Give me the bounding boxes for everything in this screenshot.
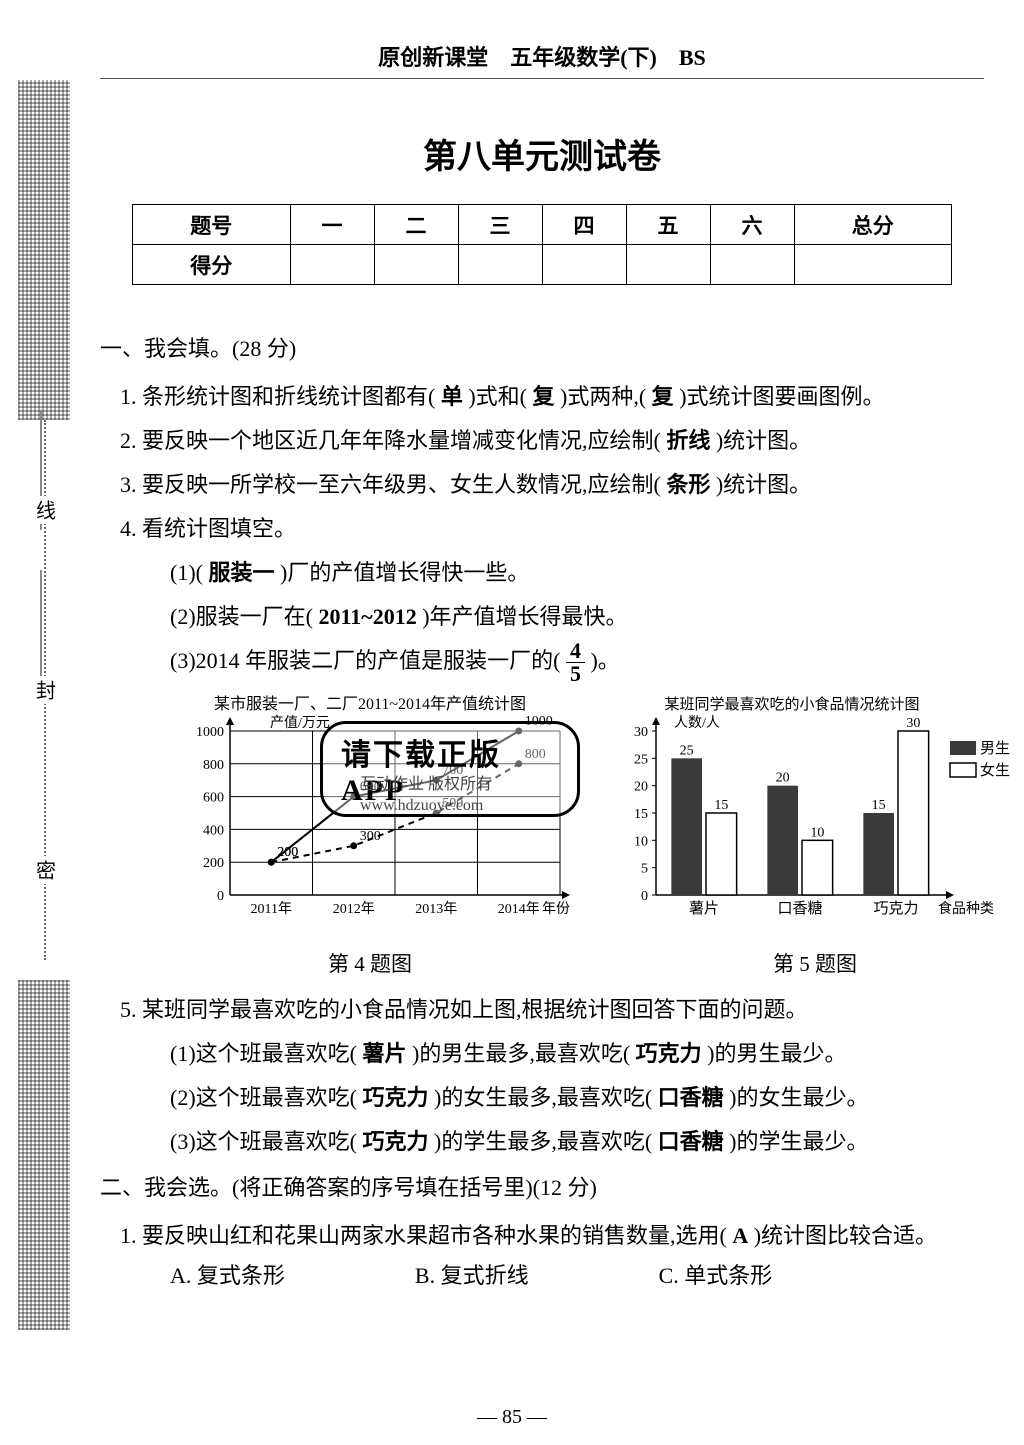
svg-text:男生: 男生 — [980, 740, 1010, 757]
svg-text:10: 10 — [634, 835, 648, 850]
question: 2. 要反映一个地区近几年年降水量增减变化情况,应绘制( 折线 )统计图。 — [146, 419, 984, 463]
question: 1. 要反映山红和花果山两家水果超市各种水果的销售数量,选用( A )统计图比较… — [146, 1214, 984, 1258]
svg-text:人数/人: 人数/人 — [674, 715, 720, 731]
svg-text:15: 15 — [872, 798, 886, 813]
svg-text:口香糖: 口香糖 — [777, 900, 822, 917]
svg-text:0: 0 — [641, 889, 648, 904]
table-row: 得分 — [133, 245, 952, 285]
col-head: 四 — [542, 205, 626, 245]
question: 5. 某班同学最喜欢吃的小食品情况如上图,根据统计图回答下面的问题。 — [146, 988, 984, 1032]
svg-text:200: 200 — [277, 846, 298, 861]
option: B. 复式折线 — [415, 1258, 529, 1290]
score-table: 题号 一 二 三 四 五 六 总分 得分 — [132, 204, 952, 285]
svg-text:产值/万元: 产值/万元 — [270, 715, 330, 731]
svg-text:食品种类: 食品种类 — [938, 900, 994, 917]
page-number: — 85 — — [0, 1406, 1024, 1429]
binding-label: 线 — [30, 496, 59, 524]
svg-text:薯片: 薯片 — [689, 900, 719, 917]
svg-text:300: 300 — [360, 829, 381, 844]
sub-question: (2)服装一厂在( 2011~2012 )年产值增长得最快。 — [170, 595, 984, 639]
svg-text:2012年: 2012年 — [333, 901, 375, 917]
sub-question: (1)这个班最喜欢吃( 薯片 )的男生最多,最喜欢吃( 巧克力 )的男生最少。 — [170, 1032, 984, 1076]
svg-text:15: 15 — [714, 798, 728, 813]
section-heading: 一、我会填。(28 分) — [100, 331, 984, 363]
table-row: 题号 一 二 三 四 五 六 总分 — [133, 205, 952, 245]
chart-caption: 第 5 题图 — [600, 948, 1024, 978]
col-head: 一 — [290, 205, 374, 245]
svg-text:20: 20 — [634, 780, 648, 795]
svg-text:某市服装一厂、二厂2011~2014年产值统计图: 某市服装一厂、二厂2011~2014年产值统计图 — [214, 695, 526, 713]
svg-text:200: 200 — [203, 857, 224, 872]
svg-text:30: 30 — [634, 725, 648, 740]
svg-text:女生: 女生 — [980, 761, 1010, 779]
col-head: 六 — [710, 205, 794, 245]
svg-text:15: 15 — [634, 807, 648, 822]
svg-text:20: 20 — [776, 771, 790, 786]
chart-caption: 第 4 题图 — [160, 948, 580, 978]
options-row: A. 复式条形 B. 复式折线 C. 单式条形 — [170, 1258, 984, 1290]
svg-text:2011年: 2011年 — [251, 901, 292, 917]
page: 线 封 密 原创新课堂 五年级数学(下) BS 第八单元测试卷 题号 一 二 三… — [0, 0, 1024, 1445]
watermark-sub: 互动作业 版权所有www.hdzuoye.com — [360, 775, 492, 817]
section-heading: 二、我会选。(将正确答案的序号填在括号里)(12 分) — [100, 1170, 984, 1202]
content-area: 原创新课堂 五年级数学(下) BS 第八单元测试卷 题号 一 二 三 四 五 六… — [100, 40, 984, 1290]
svg-text:600: 600 — [203, 791, 224, 806]
binding-strip: 线 封 密 — [18, 80, 70, 1370]
row-label: 题号 — [133, 205, 291, 245]
svg-text:25: 25 — [634, 753, 648, 768]
col-head: 总分 — [794, 205, 952, 245]
question: 4. 看统计图填空。 — [146, 507, 984, 551]
binding-label: 封 — [30, 676, 59, 704]
sub-question: (1)( 服装一 )厂的产值增长得快一些。 — [170, 551, 984, 595]
svg-text:400: 400 — [203, 824, 224, 839]
sub-question: (3)这个班最喜欢吃( 巧克力 )的学生最多,最喜欢吃( 口香糖 )的学生最少。 — [170, 1120, 984, 1164]
bar-chart: 某班同学最喜欢吃的小食品情况统计图人数/人 0 5 10 15 20 25 30 食品种类 25 1… — [600, 695, 1024, 925]
question: 1. 条形统计图和折线统计图都有( 单 )式和( 复 )式两种,( 复 )式统计… — [146, 375, 984, 419]
col-head: 五 — [626, 205, 710, 245]
svg-text:1000: 1000 — [196, 725, 224, 740]
svg-text:10: 10 — [810, 826, 824, 841]
running-head: 原创新课堂 五年级数学(下) BS — [100, 40, 984, 79]
sub-question: (3)2014 年服装二厂的产值是服装一厂的( 45 )。 — [170, 639, 984, 685]
svg-text:2013年: 2013年 — [415, 901, 457, 917]
binding-label: 密 — [30, 856, 59, 884]
svg-text:0: 0 — [217, 889, 224, 904]
svg-text:800: 800 — [203, 758, 224, 773]
sub-question: (2)这个班最喜欢吃( 巧克力 )的女生最多,最喜欢吃( 口香糖 )的女生最少。 — [170, 1076, 984, 1120]
col-head: 三 — [458, 205, 542, 245]
option: C. 单式条形 — [659, 1258, 773, 1290]
svg-text:2014年: 2014年 — [498, 901, 540, 917]
line-chart-box: 请下载正版APP 互动作业 版权所有www.hdzuoye.com 某市服装一厂… — [160, 695, 580, 978]
option: A. 复式条形 — [170, 1258, 285, 1290]
unit-title: 第八单元测试卷 — [100, 129, 984, 178]
margin-line — [40, 570, 42, 690]
svg-text:某班同学最喜欢吃的小食品情况统计图: 某班同学最喜欢吃的小食品情况统计图 — [664, 696, 919, 713]
svg-text:30: 30 — [906, 716, 920, 731]
svg-text:年份: 年份 — [542, 901, 570, 917]
row-label: 得分 — [133, 245, 291, 285]
svg-text:25: 25 — [680, 744, 694, 759]
svg-text:巧克力: 巧克力 — [873, 900, 918, 917]
charts-row: 请下载正版APP 互动作业 版权所有www.hdzuoye.com 某市服装一厂… — [160, 695, 984, 978]
svg-text:5: 5 — [641, 862, 648, 877]
col-head: 二 — [374, 205, 458, 245]
bar-chart-box: 某班同学最喜欢吃的小食品情况统计图人数/人 0 5 10 15 20 25 30 食品种类 25 1… — [600, 695, 1024, 978]
question: 3. 要反映一所学校一至六年级男、女生人数情况,应绘制( 条形 )统计图。 — [146, 463, 984, 507]
fraction: 45 — [566, 640, 585, 685]
